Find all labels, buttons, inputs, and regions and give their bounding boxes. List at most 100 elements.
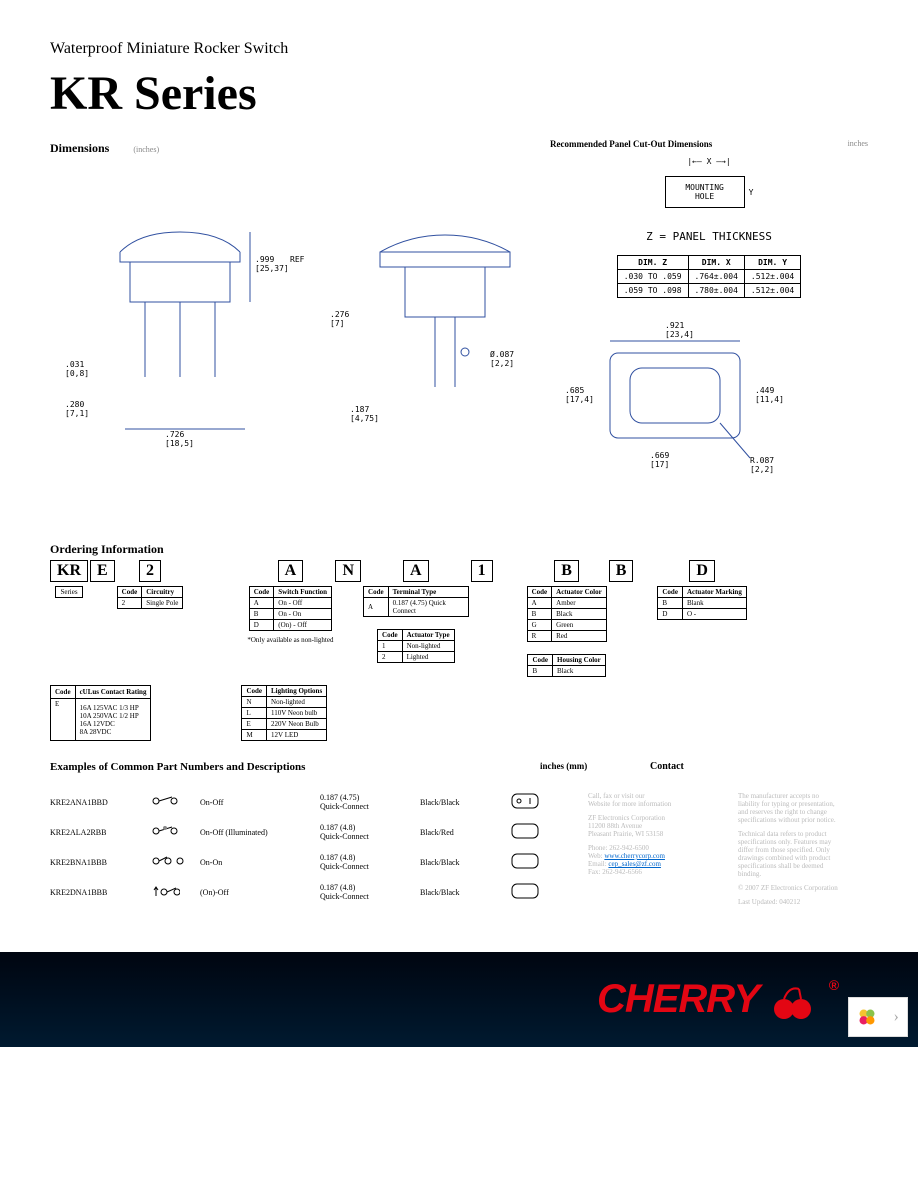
dim-031: .031[0,8] [65, 360, 89, 378]
contact-line: Phone: 262-942-6500 [588, 844, 718, 852]
th: Lighting Options [267, 686, 327, 697]
td: E [242, 719, 267, 730]
ex-color: Black/Black [420, 858, 510, 867]
td: G [527, 620, 552, 631]
dim-th-x: DIM. X [688, 256, 744, 270]
ex-color: Black/Black [420, 888, 510, 897]
ex-func: On-On [200, 858, 320, 867]
top-view-drawing: .921[23,4] .685[17,4] .449[11,4] .669[17… [550, 313, 868, 498]
dim-999: .999[25,37] [255, 255, 289, 273]
td: 2 [378, 652, 403, 663]
contact-line: Website for more information [588, 800, 718, 808]
dim-726: .726[18,5] [165, 430, 194, 448]
contact-line: binding. [738, 870, 868, 878]
ordering-header: Ordering Information [50, 542, 868, 557]
td: M [242, 730, 267, 741]
td: R [527, 631, 552, 642]
chevron-right-icon: › [893, 1008, 898, 1026]
switch-func-table: CodeSwitch Function AOn - Off BOn - On D… [249, 586, 332, 631]
cherry-icon [769, 981, 819, 1021]
td: A [527, 598, 552, 609]
series-label: Series [55, 586, 82, 598]
rocker-icon [510, 822, 560, 842]
housing-color-code: B [609, 560, 634, 582]
th: Code [528, 655, 553, 666]
td: 110V Neon bulb [267, 708, 327, 719]
svg-text:.669[17]: .669[17] [650, 451, 669, 469]
contact-title: Contact [650, 761, 684, 772]
contact-line: Email: [588, 860, 607, 868]
web-link[interactable]: www.cherrycorp.com [604, 852, 665, 860]
switch-symbol-icon [150, 825, 200, 839]
contact-line: Web: [588, 852, 603, 860]
td: A [249, 598, 274, 609]
td: Blank [682, 598, 746, 609]
td: (On) - Off [274, 620, 332, 631]
switch-func-code: A [278, 560, 304, 582]
dim-th-y: DIM. Y [744, 256, 800, 270]
ex-term: 0.187 (4.8) Quick-Connect [320, 853, 420, 871]
th: Circuitry [142, 587, 183, 598]
td: 12V LED [267, 730, 327, 741]
td: Black [552, 609, 607, 620]
dimensions-unit: (inches) [133, 145, 159, 154]
dimensions-drawing: .999[25,37] REF .031[0,8] .280[7,1] .726… [50, 157, 530, 517]
td: B [527, 609, 552, 620]
td: 0.187 (4.75) Quick Connect [388, 598, 468, 617]
page-title: KR Series [50, 66, 868, 121]
email-link[interactable]: cep_sales@zf.com [608, 860, 661, 868]
th: Switch Function [274, 587, 332, 598]
dim-276: .276[7] [330, 310, 349, 328]
td: L [242, 708, 267, 719]
switch-symbol-icon [150, 795, 200, 809]
td: Non-lighted [267, 697, 327, 708]
td: Red [552, 631, 607, 642]
ordering-diagram: KR Series E 2 CodeCircuitry 2Single Pole… [50, 560, 868, 741]
contact-line: liability for typing or presentation, [738, 800, 868, 808]
th: Code [249, 587, 274, 598]
dim-187: .187[4,75] [350, 405, 379, 423]
contact-line: Fax: 262-942-6566 [588, 868, 718, 876]
th: Code [117, 587, 142, 598]
th: Actuator Type [402, 630, 454, 641]
series-code: KR [50, 560, 88, 582]
actuator-marking-table: CodeActuator Marking BBlank DO - [657, 586, 746, 620]
dim-td: .512±.004 [744, 284, 800, 298]
td: D [249, 620, 274, 631]
td: Non-lighted [402, 641, 454, 652]
contact-line: differ from those specified. Only [738, 846, 868, 854]
actuator-marking-code: D [689, 560, 715, 582]
td: On - On [274, 609, 332, 620]
td: B [528, 666, 553, 677]
th: Code [378, 630, 403, 641]
contact-block: Call, fax or visit our Website for more … [588, 792, 868, 912]
contact-line: drawings combined with product [738, 854, 868, 862]
ex-part: KRE2BNA1BBB [50, 858, 150, 867]
th: Code [527, 587, 552, 598]
th: Code [658, 587, 683, 598]
rocker-icon [510, 882, 560, 902]
th: Code [242, 686, 267, 697]
circuitry-code: 2 [139, 560, 161, 582]
td: Black [553, 666, 606, 677]
td: E [51, 699, 76, 741]
next-page-button[interactable]: › [848, 997, 908, 1037]
dim-td: .030 TO .059 [617, 270, 688, 284]
th: Housing Color [553, 655, 606, 666]
ex-term: 0.187 (4.75) Quick-Connect [320, 793, 420, 811]
td: O - [682, 609, 746, 620]
td: 1 [378, 641, 403, 652]
inches-label: inches [848, 139, 868, 149]
th: Actuator Color [552, 587, 607, 598]
svg-text:.449[11,4]: .449[11,4] [755, 386, 784, 404]
actuator-color-code: B [554, 560, 579, 582]
rocker-icon [510, 792, 560, 812]
housing-color-table: CodeHousing Color BBlack [527, 654, 605, 677]
switch-symbol-icon [150, 884, 200, 900]
actuator-type-code: 1 [471, 560, 493, 582]
td: On - Off [274, 598, 332, 609]
th: Code [364, 587, 389, 598]
footer: CHERRY ® › [0, 952, 918, 1047]
ex-color: Black/Black [420, 798, 510, 807]
contact-line: © 2007 ZF Electronics Corporation [738, 884, 868, 892]
